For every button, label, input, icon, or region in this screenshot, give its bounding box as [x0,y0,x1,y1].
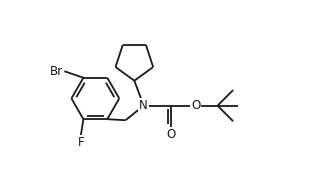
Text: O: O [166,128,175,141]
Text: Br: Br [50,65,63,78]
Text: F: F [77,136,84,149]
Text: O: O [191,99,200,112]
Text: N: N [139,99,148,112]
